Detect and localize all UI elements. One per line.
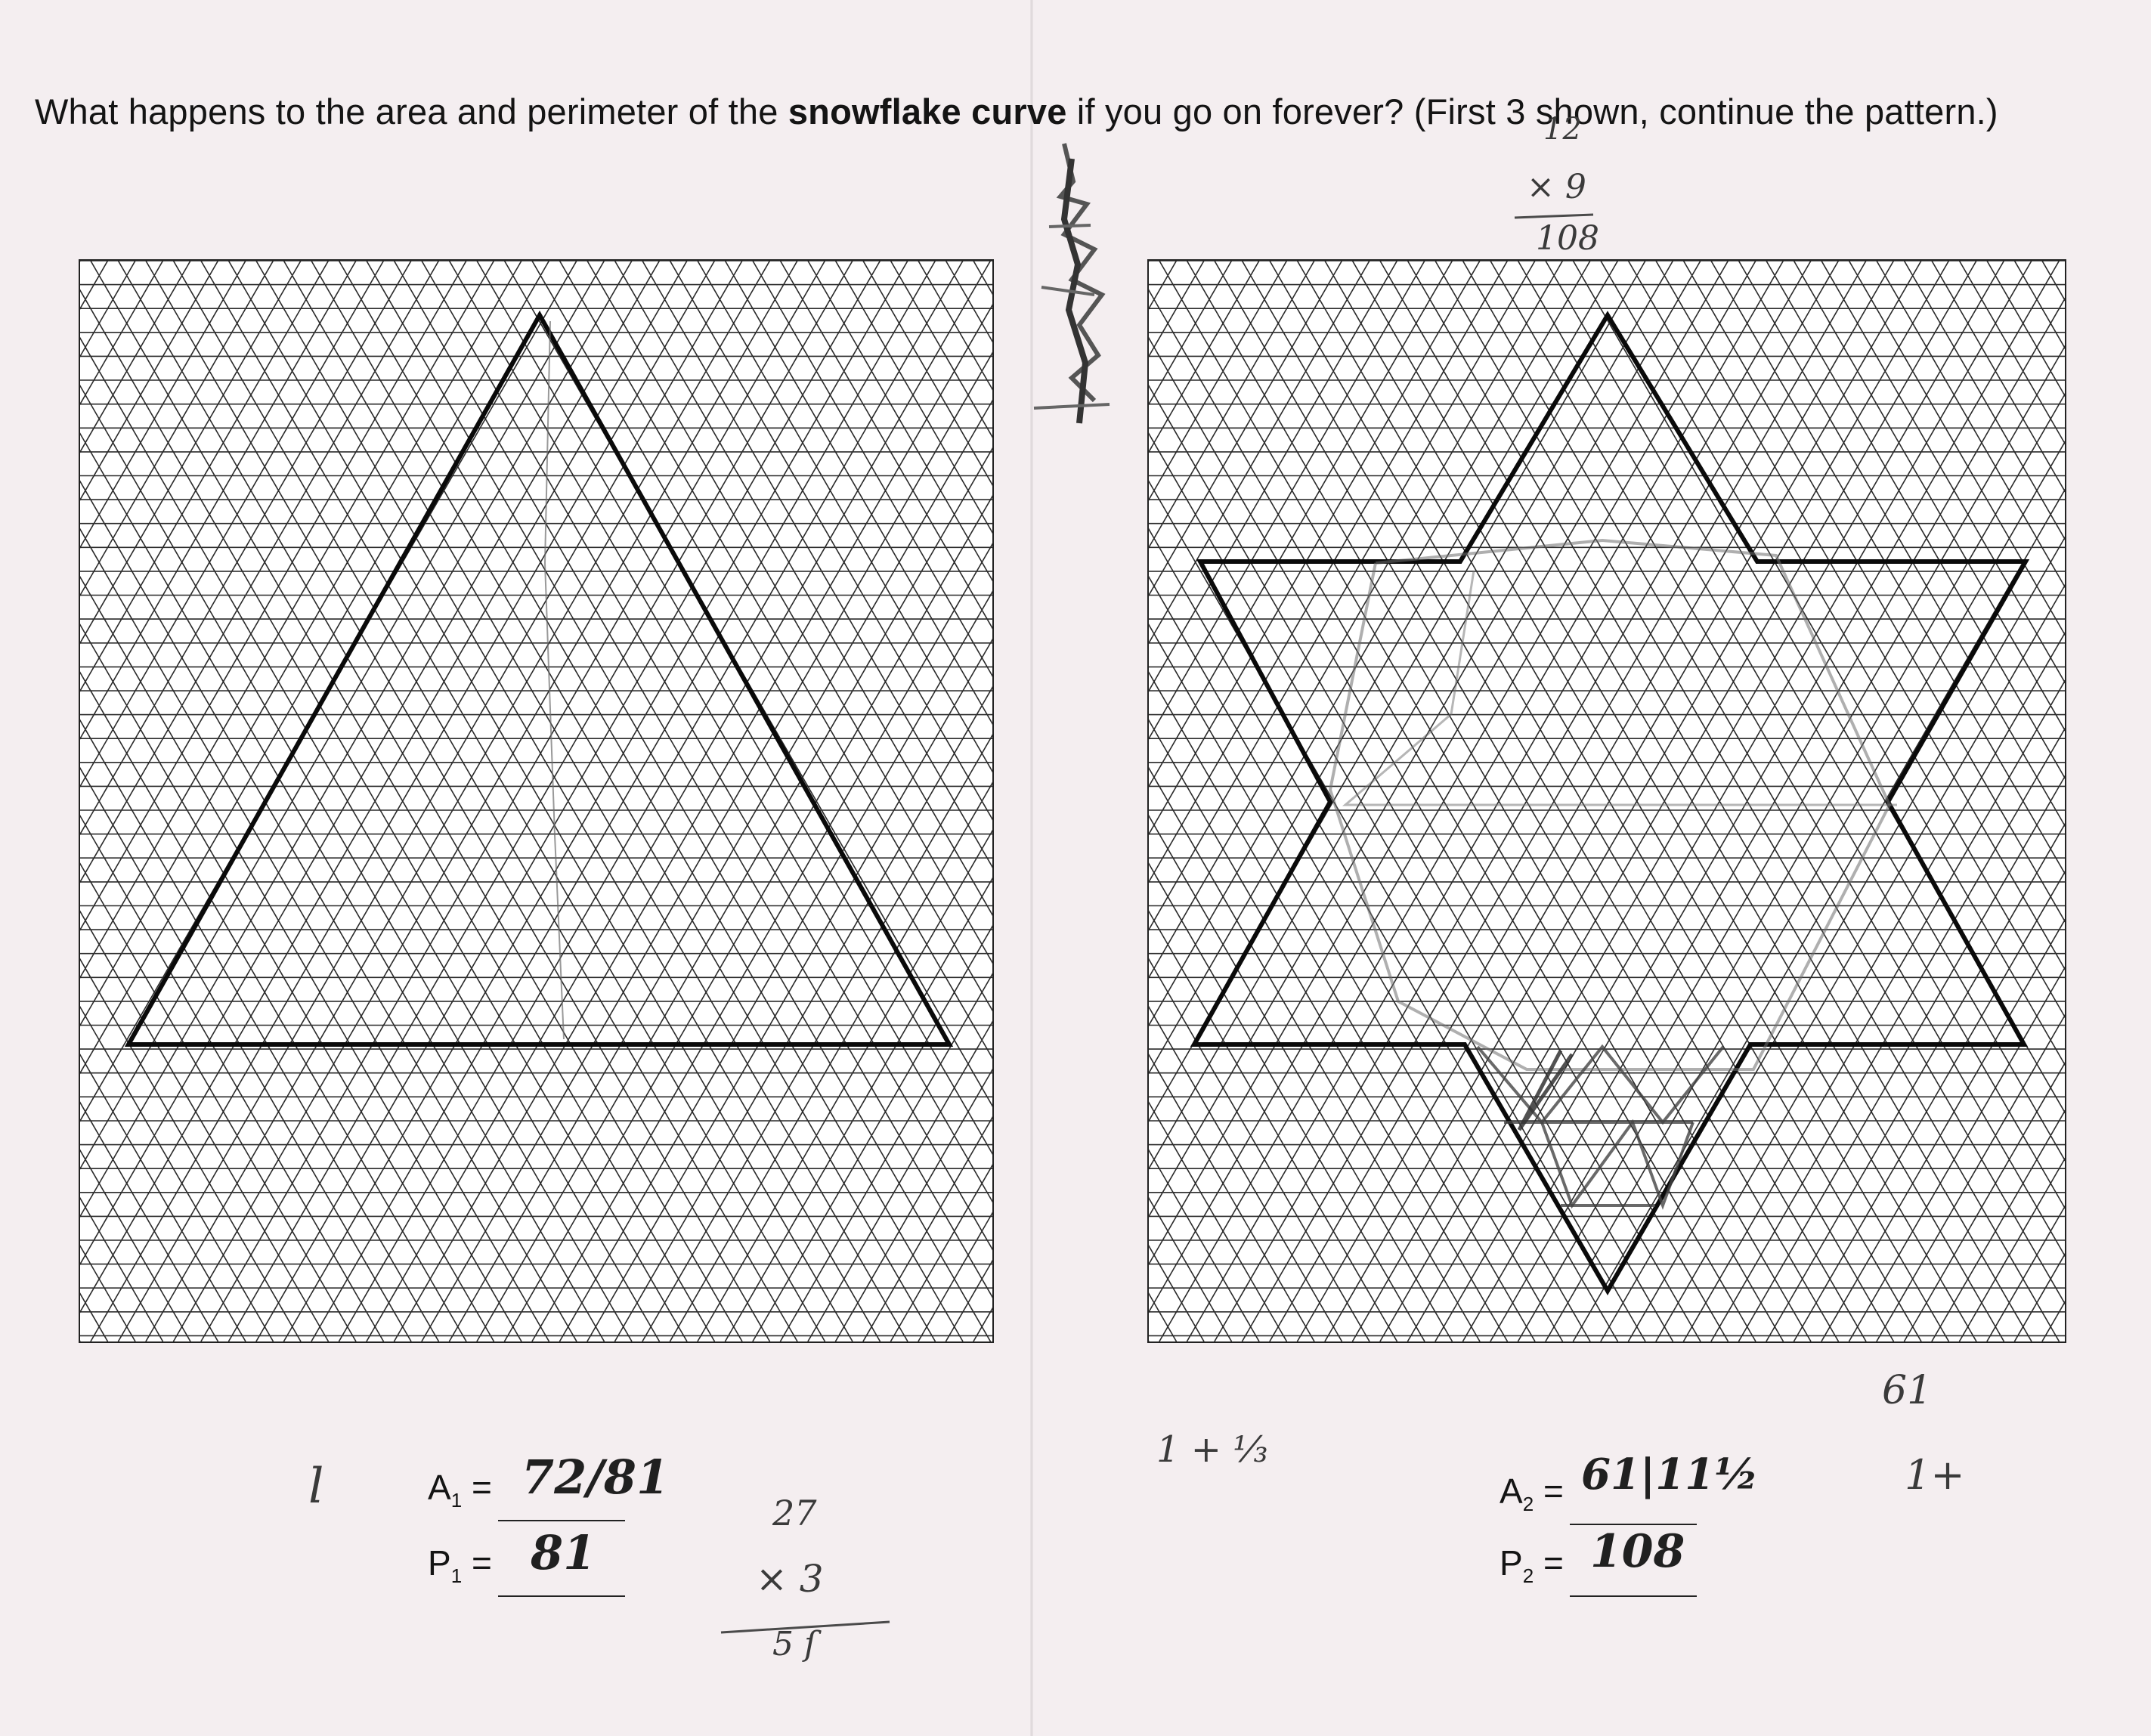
stage1-area-answer: A1 =: [428, 1466, 625, 1522]
scratch-bottom-line2: × 3: [756, 1557, 824, 1601]
pencil-hexagon-sketch: [1328, 538, 1892, 1071]
pencil-small-triangles-row1: [1476, 1044, 1725, 1125]
question-prompt: What happens to the area and perimeter o…: [35, 89, 2121, 135]
isometric-grid-stage-1: [79, 259, 994, 1343]
stage1-perimeter-answer: P1 =: [428, 1542, 625, 1598]
pencil-guide-line: [543, 320, 565, 1040]
stage1-area-blank[interactable]: [497, 1484, 625, 1522]
stage2-perimeter-answer: P2 =: [1500, 1542, 1697, 1598]
stage-1-triangle: [124, 310, 954, 1047]
scratch-bottom-line1: 27: [772, 1493, 817, 1533]
stage2-perimeter-label: P2 =: [1500, 1543, 1564, 1588]
pencil-construction-lines: [1342, 570, 1897, 806]
scratch-top-line3: 108: [1536, 219, 1599, 258]
stage1-perimeter-handwritten: 81: [531, 1525, 596, 1580]
pencil-scribble-mark: [1517, 1049, 1574, 1131]
stage2-area-answer: A2 =: [1500, 1470, 1697, 1526]
stage-2-star-outline: [1190, 311, 2030, 1295]
stage2-margin-note-side: 1+: [1905, 1451, 1965, 1499]
scratch-middle-fraction: 1 + ⅓: [1156, 1428, 1268, 1471]
stage2-margin-note-top: 61: [1882, 1368, 1933, 1413]
stage2-area-blank[interactable]: [1569, 1487, 1697, 1526]
stage2-perimeter-blank[interactable]: [1569, 1559, 1697, 1598]
grid-stage-1-drawing: [80, 261, 992, 1341]
pencil-scribble-column: [1033, 143, 1110, 424]
prompt-emphasis: snowflake curve: [788, 91, 1067, 132]
stage1-margin-note: l: [308, 1459, 324, 1515]
isometric-grid-stage-2: [1147, 259, 2066, 1343]
scratch-top-line1: 12: [1543, 112, 1582, 147]
stage1-area-handwritten: 72/81: [522, 1450, 670, 1505]
triangular-grid-lines: [80, 261, 992, 1341]
prompt-text-before: What happens to the area and perimeter o…: [35, 91, 788, 132]
stage2-perimeter-handwritten: 108: [1590, 1525, 1685, 1578]
scratch-bottom-line3: 5 ſ: [772, 1625, 817, 1663]
prompt-text-after: if you go on forever? (First 3 shown, co…: [1066, 91, 1998, 132]
stage1-perimeter-blank[interactable]: [497, 1559, 625, 1598]
stage2-area-handwritten: 61|11½: [1581, 1450, 1759, 1499]
paper-fold: [1030, 0, 1033, 1736]
stage2-area-label: A2 =: [1500, 1471, 1564, 1516]
scratch-top-divider: [1514, 213, 1594, 219]
triangular-grid-lines: [1149, 261, 2065, 1341]
stage1-perimeter-label: P1 =: [428, 1543, 492, 1588]
stage1-area-label: A1 =: [428, 1468, 492, 1512]
scratch-top-line2: × 9: [1527, 168, 1586, 206]
pencil-small-triangles-row2: [1540, 1119, 1694, 1210]
grid-stage-2-drawing: [1149, 261, 2065, 1341]
scratch-bottom-divider: [720, 1620, 890, 1634]
